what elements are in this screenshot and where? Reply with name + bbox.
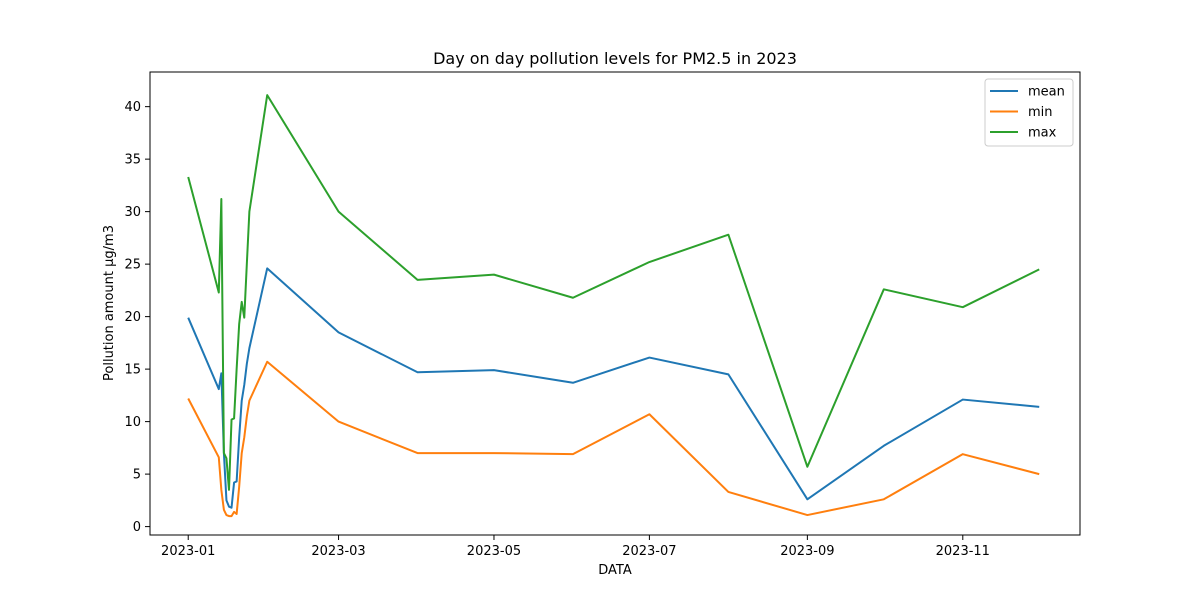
y-axis: 0 5 10 15 20 25 30 35 40 xyxy=(124,100,150,535)
legend-label-min: min xyxy=(1028,105,1053,120)
series-line-min xyxy=(187,360,1040,518)
legend-label-max: max xyxy=(1028,126,1057,141)
x-tick-label: 2023-07 xyxy=(622,544,676,559)
series-layer xyxy=(187,94,1040,518)
legend: mean min max xyxy=(984,78,1074,147)
x-axis: 2023-01 2023-03 2023-05 2023-07 2023-09 2023-… xyxy=(161,535,990,559)
legend-box xyxy=(984,78,1074,147)
series-line-max xyxy=(187,94,1040,491)
chart-title: Day on day pollution levels for PM2.5 in… xyxy=(433,49,797,68)
y-tick-label: 35 xyxy=(124,153,141,168)
x-tick-label: 2023-01 xyxy=(161,544,215,559)
x-tick-label: 2023-03 xyxy=(311,544,365,559)
plot-area-frame xyxy=(149,71,1081,536)
x-tick-label: 2023-05 xyxy=(467,544,521,559)
y-tick-label: 25 xyxy=(124,258,141,273)
x-tick-label: 2023-11 xyxy=(936,544,990,559)
y-tick-label: 10 xyxy=(124,415,141,430)
y-tick-label: 0 xyxy=(133,520,141,535)
y-tick-label: 40 xyxy=(124,100,141,115)
y-axis-label: Pollution amount µg/m3 xyxy=(102,225,117,381)
x-axis-label: DATA xyxy=(598,563,632,578)
y-tick-label: 20 xyxy=(124,310,141,325)
y-tick-label: 30 xyxy=(124,205,141,220)
y-tick-label: 15 xyxy=(124,363,141,378)
x-tick-label: 2023-09 xyxy=(780,544,834,559)
legend-label-mean: mean xyxy=(1028,85,1065,100)
y-tick-label: 5 xyxy=(133,468,141,483)
series-line-mean xyxy=(187,267,1040,509)
